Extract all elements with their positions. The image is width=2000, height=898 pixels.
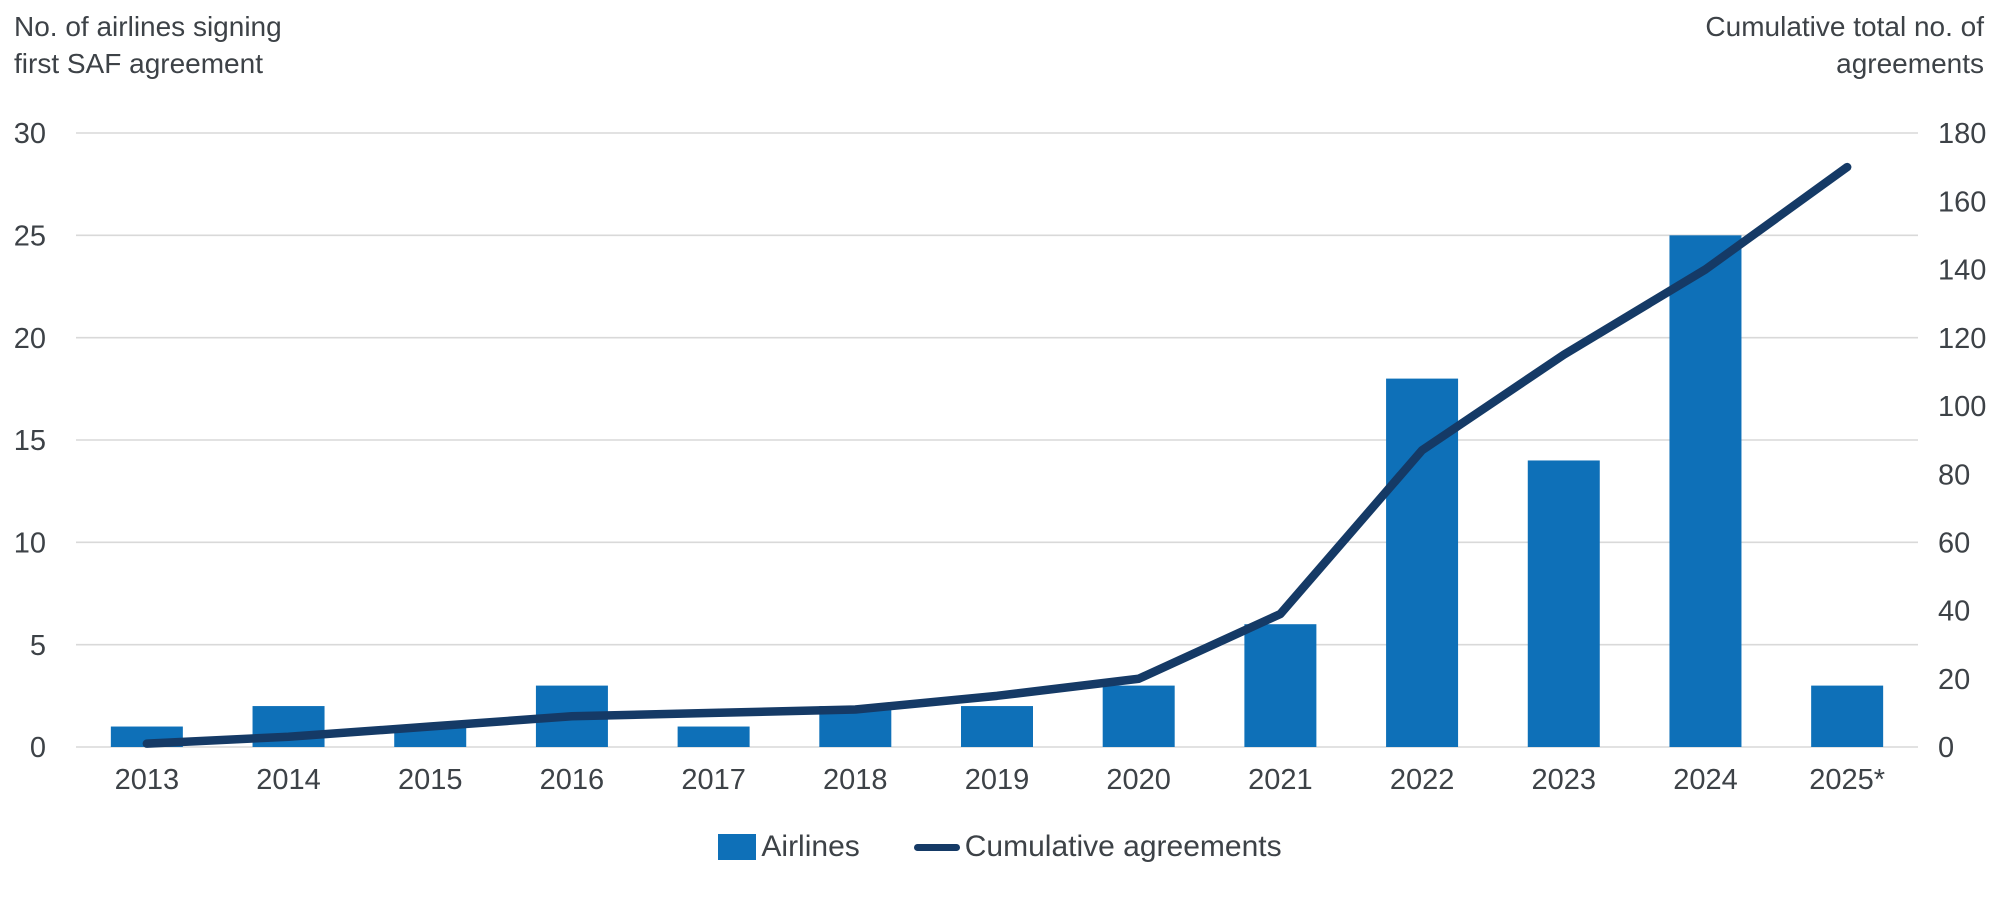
right-axis-tick-label: 80 <box>1938 459 1970 491</box>
right-axis-tick-label: 40 <box>1938 596 1970 628</box>
x-axis-label-2019: 2019 <box>965 764 1030 796</box>
right-axis-tick-label: 100 <box>1938 391 1986 423</box>
right-axis-tick-label: 180 <box>1938 118 1986 150</box>
left-axis-tick-label: 5 <box>30 630 46 662</box>
legend-label-cumulative: Cumulative agreements <box>964 830 1282 863</box>
airlines-bar-swatch-icon <box>718 834 757 860</box>
right-axis-tick-label: 60 <box>1938 527 1970 559</box>
bar-2023 <box>1527 460 1600 747</box>
legend-label-airlines: Airlines <box>761 830 860 863</box>
left-axis-tick-label: 20 <box>14 323 46 355</box>
x-axis-label-2014: 2014 <box>256 764 321 796</box>
x-axis-label-2013: 2013 <box>115 764 180 796</box>
x-axis-label-2015: 2015 <box>398 764 463 796</box>
legend-item-cumulative: Cumulative agreements <box>913 830 1282 864</box>
right-axis-tick-label: 20 <box>1938 664 1970 696</box>
bar-2022 <box>1386 378 1459 747</box>
bar-2017 <box>677 726 750 747</box>
left-axis-tick-label: 25 <box>14 220 46 252</box>
right-axis-tick-label: 140 <box>1938 255 1986 287</box>
bar-2021 <box>1244 624 1317 747</box>
left-axis-title: No. of airlines signing first SAF agreem… <box>14 11 282 79</box>
cumulative-line-swatch-icon <box>913 843 960 851</box>
right-axis-tick-label: 160 <box>1938 186 1986 218</box>
chart-legend: Airlines Cumulative agreements <box>0 830 2000 864</box>
x-axis-label-2017: 2017 <box>681 764 746 796</box>
x-axis-label-2020: 2020 <box>1106 764 1171 796</box>
left-axis-tick-label: 15 <box>14 425 46 457</box>
left-axis-tick-label: 0 <box>30 732 46 764</box>
x-axis-label-2023: 2023 <box>1532 764 1597 796</box>
cumulative-line <box>142 162 1852 748</box>
bar-2020 <box>1102 685 1175 747</box>
x-axis-label-2021: 2021 <box>1248 764 1313 796</box>
x-axis-label-2024: 2024 <box>1673 764 1738 796</box>
bar-2025 <box>1811 685 1884 747</box>
right-axis-tick-label: 0 <box>1938 732 1954 764</box>
x-axis-label-2016: 2016 <box>540 764 605 796</box>
bar-2024 <box>1669 235 1742 748</box>
x-axis-label-2022: 2022 <box>1390 764 1455 796</box>
x-axis-label-2025: 2025* <box>1809 764 1885 796</box>
x-axis-label-2018: 2018 <box>823 764 888 796</box>
bar-2019 <box>961 706 1033 747</box>
legend-item-airlines: Airlines <box>718 830 860 864</box>
right-axis-title: Cumulative total no. of agreements <box>1705 11 1984 79</box>
left-axis-tick-label: 10 <box>14 527 46 559</box>
left-axis-tick-label: 30 <box>14 118 46 150</box>
right-axis-tick-label: 120 <box>1938 323 1986 355</box>
